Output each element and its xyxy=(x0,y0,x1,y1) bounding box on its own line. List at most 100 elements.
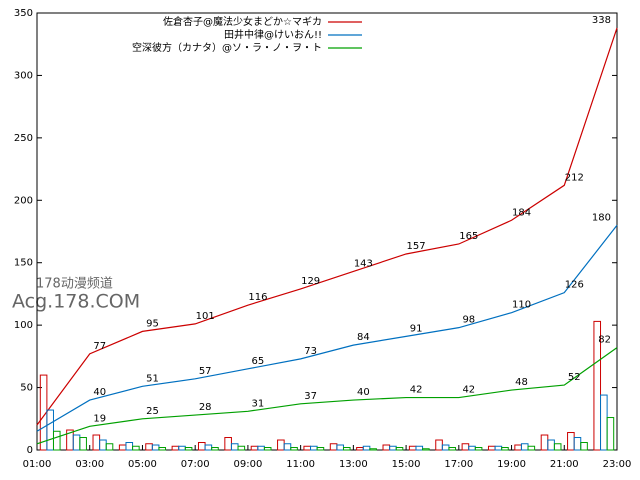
legend-label: 田井中律@けいおん!! xyxy=(224,28,322,41)
x-tick-label: 01:00 xyxy=(23,459,52,470)
series-line xyxy=(36,347,618,445)
histogram-bar xyxy=(329,443,338,451)
histogram-bar xyxy=(46,409,54,451)
y-tick-label: 150 xyxy=(14,258,33,269)
histogram-bar xyxy=(316,447,325,451)
histogram-bar xyxy=(310,445,318,451)
series-line xyxy=(36,224,618,432)
histogram-bar xyxy=(118,444,127,451)
histogram-bar xyxy=(520,443,529,451)
x-tick-label: 23:00 xyxy=(603,459,632,470)
data-label: 65 xyxy=(252,356,265,367)
histogram-bar xyxy=(158,447,167,451)
histogram-bar xyxy=(547,439,555,451)
data-label: 82 xyxy=(598,335,611,346)
data-label: 126 xyxy=(565,280,584,291)
histogram-bar xyxy=(435,439,443,451)
histogram-bar xyxy=(224,437,232,451)
histogram-bar xyxy=(415,445,424,451)
x-tick-label: 07:00 xyxy=(181,459,210,470)
y-tick-label: 50 xyxy=(20,383,33,394)
data-label: 180 xyxy=(592,212,611,223)
histogram-bar xyxy=(389,445,397,451)
histogram-bar xyxy=(290,447,298,451)
data-label: 48 xyxy=(515,377,528,388)
histogram-bar xyxy=(501,447,509,451)
data-label: 129 xyxy=(301,276,320,287)
x-tick-label: 19:00 xyxy=(497,459,526,470)
data-label: 40 xyxy=(357,387,370,398)
histogram-bar xyxy=(72,434,81,451)
histogram-bar xyxy=(184,447,193,451)
histogram-bar xyxy=(277,439,285,451)
histogram-bar xyxy=(468,445,476,451)
histogram-bar xyxy=(461,443,470,451)
histogram-bar xyxy=(263,447,272,451)
data-label: 51 xyxy=(146,373,159,384)
histogram-bar xyxy=(487,445,496,451)
legend-label: 佐倉杏子@魔法少女まどか☆マギカ xyxy=(163,15,322,28)
y-tick-label: 250 xyxy=(14,133,33,144)
histogram-bar xyxy=(336,444,344,451)
histogram-bar xyxy=(79,437,87,451)
data-label: 212 xyxy=(565,172,584,183)
data-label: 116 xyxy=(248,292,267,303)
data-label: 77 xyxy=(93,341,106,352)
data-label: 165 xyxy=(459,231,478,242)
data-label: 101 xyxy=(196,311,215,322)
data-label: 52 xyxy=(568,372,581,383)
histogram-bar xyxy=(145,443,153,451)
data-label: 25 xyxy=(146,406,159,417)
histogram-bar xyxy=(52,430,61,451)
histogram-bar xyxy=(494,445,503,451)
data-label: 91 xyxy=(410,323,423,334)
histogram-bar xyxy=(211,447,219,451)
data-label: 19 xyxy=(93,413,106,424)
histogram-bar xyxy=(171,445,180,451)
series-line xyxy=(36,27,618,426)
histogram-bar xyxy=(422,448,430,451)
histogram-bar xyxy=(178,445,186,451)
data-label: 110 xyxy=(512,300,531,311)
plot-frame xyxy=(36,12,618,451)
y-tick-label: 200 xyxy=(14,195,33,206)
data-label: 338 xyxy=(592,15,611,26)
histogram-bar xyxy=(369,448,377,451)
x-tick-label: 21:00 xyxy=(550,459,579,470)
histogram-bar xyxy=(283,443,292,451)
histogram-bar xyxy=(362,445,371,451)
histogram-bar xyxy=(474,447,483,451)
histogram-bar xyxy=(230,443,239,451)
data-label: 57 xyxy=(199,366,212,377)
histogram-bar xyxy=(606,417,615,451)
histogram-bar xyxy=(395,447,404,451)
legend-label: 空深彼方（カナタ）@ソ・ラ・ノ・ヲ・ト xyxy=(132,41,322,54)
histogram-bar xyxy=(204,444,213,451)
data-label: 157 xyxy=(407,241,426,252)
x-tick-label: 15:00 xyxy=(392,459,421,470)
data-label: 37 xyxy=(304,391,317,402)
data-label: 184 xyxy=(512,207,531,218)
data-label: 73 xyxy=(304,346,317,357)
histogram-bar xyxy=(99,439,107,451)
x-tick-label: 17:00 xyxy=(444,459,473,470)
histogram-bar xyxy=(257,445,265,451)
histogram-bar xyxy=(197,442,206,451)
data-label: 95 xyxy=(146,318,159,329)
data-label: 98 xyxy=(462,315,475,326)
histogram-bar xyxy=(593,320,602,451)
watermark: Acg.178.COM xyxy=(12,291,140,313)
data-label: 143 xyxy=(354,258,373,269)
x-tick-label: 05:00 xyxy=(128,459,157,470)
histogram-bar xyxy=(580,442,588,451)
x-tick-label: 13:00 xyxy=(339,459,368,470)
histogram-bar xyxy=(92,434,101,451)
watermark: 178动漫频道 xyxy=(36,277,113,292)
y-tick-label: 350 xyxy=(14,8,33,19)
histogram-bar xyxy=(408,445,417,451)
data-label: 42 xyxy=(410,385,423,396)
y-tick-label: 0 xyxy=(27,445,33,456)
histogram-bar xyxy=(540,434,549,451)
histogram-bar xyxy=(303,445,312,451)
